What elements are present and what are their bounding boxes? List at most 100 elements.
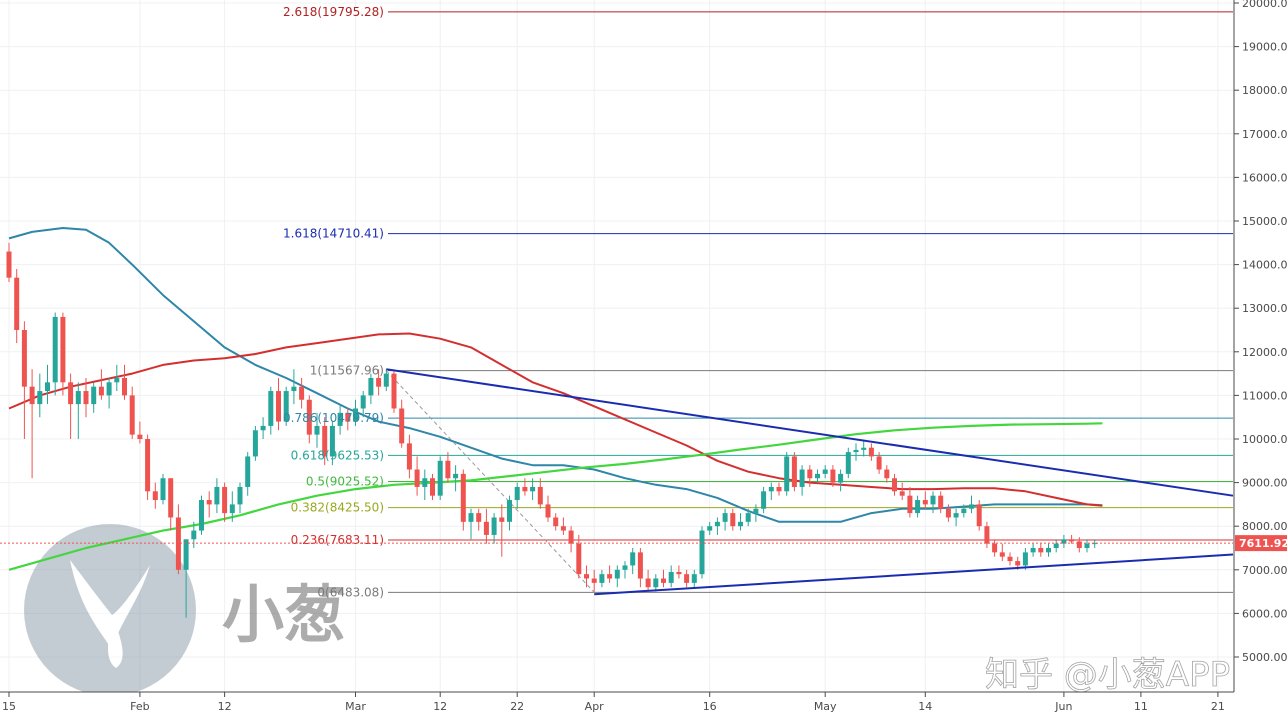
candle-body [507,500,512,522]
candle-body [306,399,312,435]
candle [1030,543,1036,557]
candle-body [745,513,751,522]
candle [815,469,820,483]
candle-body [514,486,520,501]
price-tick-label: 17000.00 [1242,128,1288,141]
fib-level-label: 0.382(8425.50) [291,501,384,515]
moving-average-line-ma_red [8,332,1103,507]
price-tick-label: 20000.00 [1242,0,1288,10]
time-tick-label: 11 [1134,700,1148,713]
candle-body [630,552,636,566]
time-axis[interactable]: 15 Feb 12 Mar 12 22 Apr 16 May 14 Jun 11 21 [0,691,1234,722]
candle-body [476,513,482,522]
candle-body [45,382,50,392]
candle [414,456,420,496]
candle-body [992,543,998,553]
candle [938,491,944,514]
candle [545,495,551,522]
candle-body [799,469,805,487]
time-tick-label: 21 [1211,700,1225,713]
candle [145,434,151,501]
candle [1046,543,1051,557]
candle [507,495,512,531]
candle [514,482,520,509]
candle-body [707,526,713,531]
fib-level-label: 2.618(19795.28) [283,5,384,19]
candle-body [984,526,990,544]
candle [237,482,243,514]
candle [476,508,482,531]
candle [953,508,959,527]
candle [383,369,389,392]
candle [14,268,20,344]
candle-body [637,552,643,579]
price-axis-background [1234,0,1288,722]
time-tick-label: Feb [130,700,149,713]
candle [584,565,589,588]
candle [376,369,382,396]
candle-body [1069,539,1075,542]
candle-body [283,391,289,422]
candle [868,443,874,461]
candle [1007,552,1013,566]
candle [607,565,613,583]
candle [422,469,428,501]
candle [160,473,166,505]
fib-level-label: 0.618(9625.53) [291,448,384,462]
candle [1053,539,1059,553]
candle [522,478,528,496]
candle-body [784,456,790,492]
time-tick-label: Mar [345,700,366,713]
candle [445,452,451,483]
candle-body [899,491,905,496]
candle-body [645,578,651,588]
candle-body [37,391,43,405]
candle [430,473,435,501]
candle-body [222,486,228,514]
candle [199,495,204,535]
candle [661,569,666,588]
candle-body [560,526,566,531]
candle-body [591,578,597,583]
candle-body [653,578,659,588]
time-tick-label: May [814,700,837,713]
candle [75,382,81,439]
candle [930,491,936,514]
candle-body [922,500,928,505]
candle [976,500,982,531]
candle-body [376,377,382,387]
candle [329,421,335,466]
candle-body [1061,539,1067,544]
candle-body [252,430,258,457]
candle [568,526,574,553]
candle-body [1007,556,1013,562]
candle-body [229,504,235,514]
candle-body [491,517,497,535]
logo-watermark-text: 小葱 [222,578,346,651]
candle [845,447,851,479]
candle-body [661,578,666,583]
candle [214,478,220,514]
candles [6,242,1098,618]
candle [945,504,951,522]
candle [691,569,697,588]
candle-body [522,486,528,492]
candle-body [75,391,81,405]
candle [129,386,135,439]
candle [314,412,320,448]
candle [630,548,636,575]
candle-body [622,565,628,570]
candle-body [1084,543,1090,548]
candle [483,508,489,544]
time-tick-label: Apr [585,700,605,713]
candle-body [876,456,882,470]
trendline-upper[interactable] [386,368,1234,497]
trendline-lower[interactable] [594,553,1234,596]
candle [714,517,720,535]
candle-body [861,447,867,450]
price-tick-label: 16000.00 [1242,171,1288,184]
candle-body [969,504,974,509]
price-axis[interactable]: 5000.00 6000.00 7000.00 8000.00 9000.00 10000… [1233,0,1288,722]
candle [245,452,251,496]
